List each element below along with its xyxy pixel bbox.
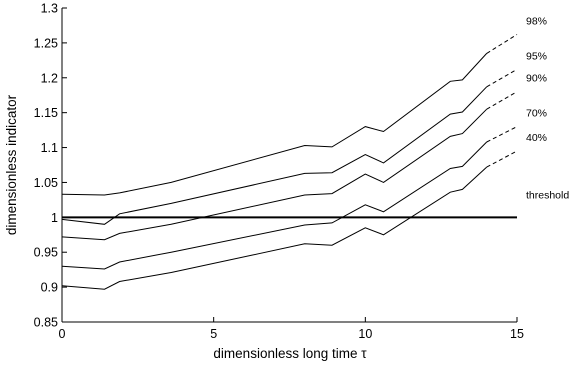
series-label-40: 40% — [526, 132, 547, 144]
series-line-98 — [61, 53, 488, 196]
series-extension-95 — [486, 68, 518, 88]
series-line-40 — [61, 166, 488, 290]
series-labels: 98% 95% 90% 70% 40% threshold — [526, 16, 569, 202]
y-tick-label: 1.25 — [34, 36, 58, 50]
series-label-70: 70% — [526, 108, 547, 120]
y-tick-label: 1 — [51, 211, 58, 225]
series-line-90 — [61, 108, 488, 241]
y-axis-label: dimensionless indicator — [4, 94, 19, 235]
y-tick-label: 0.85 — [34, 316, 58, 330]
y-tick-label: 1.2 — [41, 71, 58, 85]
series-label-98: 98% — [526, 16, 547, 28]
series-extension-70 — [486, 126, 518, 143]
y-tick-label: 1.15 — [34, 106, 58, 120]
y-tick-label: 1.3 — [41, 2, 58, 16]
series-extension-40 — [486, 150, 518, 168]
x-tick-label: 15 — [510, 327, 524, 341]
axes: 0 5 10 15 0.85 0.9 0.95 1 1.05 1.1 1.15 1.2 1.25 1.3 — [34, 2, 524, 342]
series-extension-90 — [486, 91, 518, 110]
x-tick-label: 10 — [358, 327, 372, 341]
x-tick-label: 0 — [59, 327, 66, 341]
x-tick-label: 5 — [210, 327, 217, 341]
series-label-95: 95% — [526, 50, 547, 62]
series-layer — [61, 34, 518, 290]
series-extension-98 — [486, 34, 518, 54]
y-tick-label: 0.95 — [34, 246, 58, 260]
series-line-70 — [61, 141, 488, 270]
x-axis-label: dimensionless long time τ — [213, 346, 367, 361]
series-line-95 — [61, 86, 488, 225]
threshold-label: threshold — [526, 189, 569, 201]
y-tick-label: 1.05 — [34, 176, 58, 190]
y-tick-label: 1.1 — [41, 141, 58, 155]
y-tick-label: 0.9 — [41, 281, 58, 295]
series-label-90: 90% — [526, 73, 547, 85]
